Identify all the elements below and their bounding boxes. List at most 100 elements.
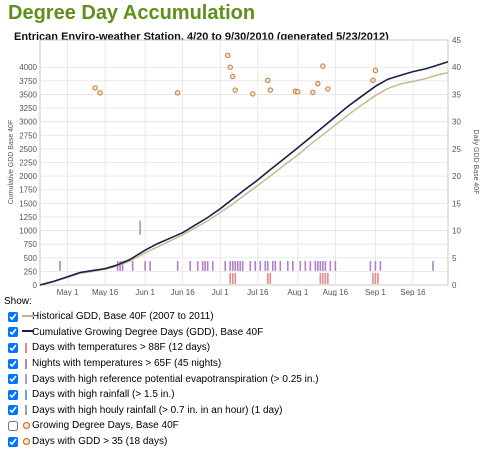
y-tick-label: 1500 [19,199,37,208]
y-tick-label: 2750 [19,131,37,140]
y2-tick-label: 10 [452,227,461,236]
y-tick-label: 4000 [19,63,37,72]
legend-item[interactable]: Days with high rainfall (> 1.5 in.) [4,387,494,403]
legend-checkbox[interactable] [8,405,18,416]
x-tick-label: Sep 1 [365,288,386,296]
legend-item[interactable]: Cumulative Growing Degree Days (GDD), Ba… [4,325,494,341]
legend-checkbox[interactable] [8,389,18,400]
y-tick-label: 250 [24,267,38,276]
y-tick-label: 3250 [19,104,37,113]
legend-title: Show: [4,296,32,307]
gdd-point [315,80,321,87]
bar-swatch-icon [22,404,30,416]
legend-label: Days with GDD > 35 (18 days) [32,436,168,448]
legend-checkbox[interactable] [8,436,18,447]
y2-tick-label: 35 [452,90,461,99]
gdd-point [230,73,236,80]
line-swatch-icon [22,326,34,338]
bar-swatch-icon [22,342,30,354]
series-lines [39,61,449,286]
bar-swatch-icon [22,389,30,401]
legend-checkbox[interactable] [8,420,18,431]
gdd-point [310,89,316,95]
y-tick-label: 2250 [19,159,37,168]
y-tick-label: 1250 [19,213,37,222]
legend-checkbox[interactable] [8,342,18,353]
legend-item[interactable]: Days with GDD > 35 (18 days) [4,434,494,449]
y-tick-label: 1000 [19,227,37,236]
gdd-point [320,63,326,69]
dot-marker-icon [22,436,30,448]
y2-tick-label: 5 [452,254,457,263]
grid-lines [40,40,448,285]
gdd-point [227,64,233,70]
line-swatch-icon [22,311,34,323]
legend-item[interactable]: Historical GDD, Base 40F (2007 to 2011) [4,309,494,325]
x-tick-label: Jul 16 [247,288,269,296]
gdd-point [295,89,301,95]
bar-swatch-icon [22,358,30,370]
gdd-point [265,77,271,83]
bar-swatch-icon [22,373,30,385]
y2-tick-label: 0 [452,281,457,290]
y-tick-label: 2500 [19,145,37,154]
y2-tick-label: 40 [452,63,461,72]
legend-label: Historical GDD, Base 40F (2007 to 2011) [32,311,214,323]
gdd-point [225,52,231,58]
legend-item[interactable]: Days with temperatures > 88F (12 days) [4,340,494,356]
x-tick-label: Jun 16 [171,288,196,296]
legend-label: Nights with temperatures > 65F (45 night… [32,358,222,370]
axes: 0250500750100012501500175020002250250027… [19,36,461,296]
legend: Show: Historical GDD, Base 40F (2007 to … [4,296,494,449]
legend-label: Days with temperatures > 88F (12 days) [32,342,211,354]
legend-label: Growing Degree Days, Base 40F [32,420,179,432]
y-tick-label: 750 [24,240,38,249]
y-axis-title: Cumulative GDD Base 40F [8,120,15,204]
gdd-point [92,85,98,91]
gdd-point [267,87,273,93]
legend-list: Historical GDD, Base 40F (2007 to 2011) C… [4,309,494,449]
gdd-point [174,90,181,96]
x-tick-label: Jun 1 [135,288,155,296]
legend-label: Days with high rainfall (> 1.5 in.) [32,389,175,401]
y2-tick-label: 15 [452,199,461,208]
y2-axis-title: Daily GDD Base 40F [472,130,479,195]
gdd-point [97,90,103,96]
legend-checkbox[interactable] [8,358,18,369]
legend-item[interactable]: Days with high reference potential evapo… [4,371,494,387]
y-tick-label: 1750 [19,186,37,195]
event-bars [59,220,434,284]
gdd-point [370,77,376,83]
x-tick-label: Sep 16 [400,288,426,296]
legend-label: Days with high houly rainfall (> 0.7 in.… [32,404,283,416]
dot-marker-icon [22,420,30,432]
legend-checkbox[interactable] [8,311,18,322]
series-line [39,61,449,286]
legend-item[interactable]: Growing Degree Days, Base 40F [4,418,494,434]
gdd-chart: 0250500750100012501500175020002250250027… [8,36,479,296]
y2-tick-label: 30 [452,118,461,127]
gdd-point [232,87,238,93]
legend-label: Cumulative Growing Degree Days (GDD), Ba… [32,326,264,338]
page-title: Degree Day Accumulation [8,2,256,24]
y-tick-label: 3500 [19,90,37,99]
legend-checkbox[interactable] [8,327,18,338]
gdd-point [372,67,379,74]
legend-item[interactable]: Nights with temperatures > 65F (45 night… [4,356,494,372]
x-tick-label: Aug 16 [323,288,349,296]
y-tick-label: 0 [33,281,38,290]
x-tick-label: May 1 [57,288,79,296]
y2-tick-label: 45 [452,36,461,45]
y-tick-label: 3750 [19,77,37,86]
x-tick-label: Aug 1 [287,288,308,296]
y-tick-label: 500 [24,254,38,263]
x-tick-label: May 16 [92,288,119,296]
y-tick-label: 3000 [19,118,37,127]
legend-checkbox[interactable] [8,374,18,385]
y-tick-label: 2000 [19,172,37,181]
gdd-point [250,91,256,97]
x-tick-label: Jul 1 [212,288,229,296]
legend-item[interactable]: Days with high houly rainfall (> 0.7 in.… [4,403,494,419]
gdd-point [325,86,331,92]
y2-tick-label: 25 [452,145,461,154]
